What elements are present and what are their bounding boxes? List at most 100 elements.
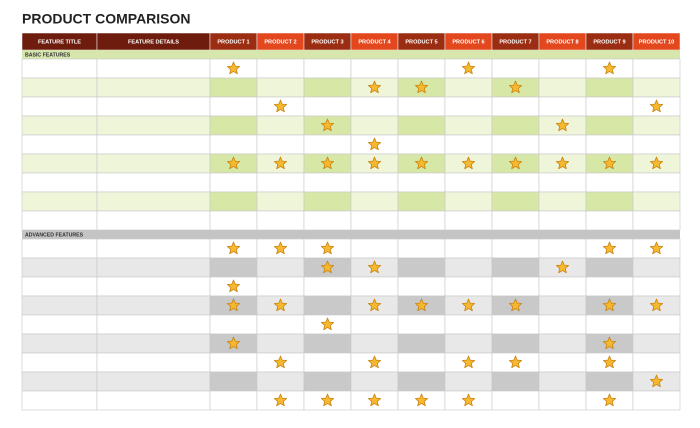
column-header: PRODUCT 6 — [452, 39, 484, 45]
table-cell — [96, 314, 211, 335]
table-cell — [491, 172, 540, 193]
table-cell — [538, 238, 587, 259]
table-cell — [350, 172, 399, 193]
table-cell — [303, 77, 352, 98]
table-cell — [491, 390, 540, 411]
column-header: PRODUCT 10 — [639, 39, 674, 45]
table-cell — [632, 314, 681, 335]
star — [367, 260, 382, 274]
star — [273, 241, 288, 255]
star — [508, 298, 523, 312]
column-header: FEATURE TITLE — [38, 39, 81, 45]
table-cell — [585, 96, 634, 117]
table-cell — [96, 371, 211, 392]
column-header: PRODUCT 7 — [499, 39, 531, 45]
table-cell — [96, 77, 211, 98]
star — [367, 393, 382, 407]
table-cell — [21, 172, 98, 193]
table-cell — [444, 191, 493, 212]
table-cell — [585, 257, 634, 278]
star — [320, 393, 335, 407]
star — [649, 156, 664, 170]
star — [649, 298, 664, 312]
star — [226, 279, 241, 293]
table-cell — [350, 314, 399, 335]
section-header — [22, 50, 680, 59]
star — [414, 393, 429, 407]
table-cell — [21, 276, 98, 297]
table-cell — [538, 390, 587, 411]
table-cell — [21, 96, 98, 117]
column-header: PRODUCT 4 — [358, 39, 391, 45]
table-cell — [632, 333, 681, 354]
table-cell — [491, 257, 540, 278]
table-cell — [397, 115, 446, 136]
table-cell — [303, 333, 352, 354]
table-cell — [209, 210, 258, 231]
table-cell — [303, 352, 352, 373]
table-cell — [538, 172, 587, 193]
table-cell — [585, 276, 634, 297]
table-cell — [256, 115, 305, 136]
table-cell — [444, 257, 493, 278]
table-cell — [21, 390, 98, 411]
table-cell — [444, 115, 493, 136]
star — [602, 393, 617, 407]
star — [226, 241, 241, 255]
star — [226, 61, 241, 75]
table-cell — [209, 96, 258, 117]
star — [555, 260, 570, 274]
table-cell — [397, 333, 446, 354]
table-cell — [256, 276, 305, 297]
table-cell — [256, 210, 305, 231]
table-cell — [538, 314, 587, 335]
table-cell — [491, 96, 540, 117]
table-cell — [585, 134, 634, 155]
star — [508, 355, 523, 369]
table-cell — [491, 210, 540, 231]
table-cell — [632, 210, 681, 231]
table-cell — [585, 371, 634, 392]
table-cell — [538, 352, 587, 373]
table-cell — [632, 77, 681, 98]
table-cell — [209, 390, 258, 411]
table-cell — [350, 210, 399, 231]
table-cell — [632, 276, 681, 297]
table-cell — [209, 314, 258, 335]
table-cell — [21, 58, 98, 79]
table-cell — [21, 333, 98, 354]
table-cell — [585, 172, 634, 193]
table-cell — [491, 276, 540, 297]
table-cell — [632, 134, 681, 155]
star — [461, 298, 476, 312]
table-cell — [397, 314, 446, 335]
table-cell — [538, 371, 587, 392]
table-cell — [444, 134, 493, 155]
table-cell — [444, 333, 493, 354]
star — [414, 156, 429, 170]
star — [273, 393, 288, 407]
table-cell — [350, 238, 399, 259]
star — [273, 298, 288, 312]
star — [461, 355, 476, 369]
table-cell — [303, 172, 352, 193]
table-cell — [96, 210, 211, 231]
table-cell — [21, 352, 98, 373]
table-cell — [350, 333, 399, 354]
table-cell — [444, 96, 493, 117]
table-cell — [96, 96, 211, 117]
table-cell — [632, 390, 681, 411]
table-cell — [538, 295, 587, 316]
star — [226, 298, 241, 312]
table-cell — [585, 191, 634, 212]
table-cell — [303, 295, 352, 316]
table-cell — [256, 77, 305, 98]
table-cell — [491, 333, 540, 354]
table-cell — [491, 115, 540, 136]
table-cell — [444, 238, 493, 259]
table-cell — [632, 172, 681, 193]
star — [602, 336, 617, 350]
column-header: PRODUCT 1 — [217, 39, 249, 45]
table-cell — [632, 352, 681, 373]
